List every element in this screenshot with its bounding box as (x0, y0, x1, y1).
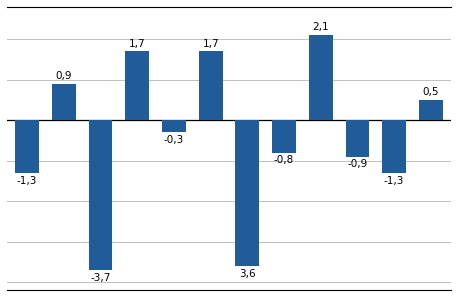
Bar (382, 120, 406, 173)
Bar (15, 120, 39, 173)
Text: -0,8: -0,8 (274, 155, 294, 165)
Text: -0,3: -0,3 (164, 135, 184, 145)
Text: 2,1: 2,1 (312, 23, 329, 32)
Text: -0,9: -0,9 (347, 159, 368, 169)
Bar (235, 120, 259, 266)
Bar (345, 120, 370, 157)
Bar (309, 35, 333, 120)
Text: 3,6: 3,6 (239, 268, 256, 279)
Bar (88, 120, 113, 270)
Text: -3,7: -3,7 (90, 273, 111, 283)
Text: -1,3: -1,3 (17, 176, 37, 186)
Bar (199, 51, 223, 120)
Text: 1,7: 1,7 (202, 39, 219, 49)
Text: -1,3: -1,3 (384, 176, 404, 186)
Bar (52, 84, 76, 120)
Bar (162, 120, 186, 132)
Bar (272, 120, 296, 153)
Text: 0,5: 0,5 (423, 87, 439, 97)
Text: 0,9: 0,9 (55, 71, 72, 81)
Bar (419, 100, 443, 120)
Bar (125, 51, 149, 120)
Text: 1,7: 1,7 (129, 39, 146, 49)
